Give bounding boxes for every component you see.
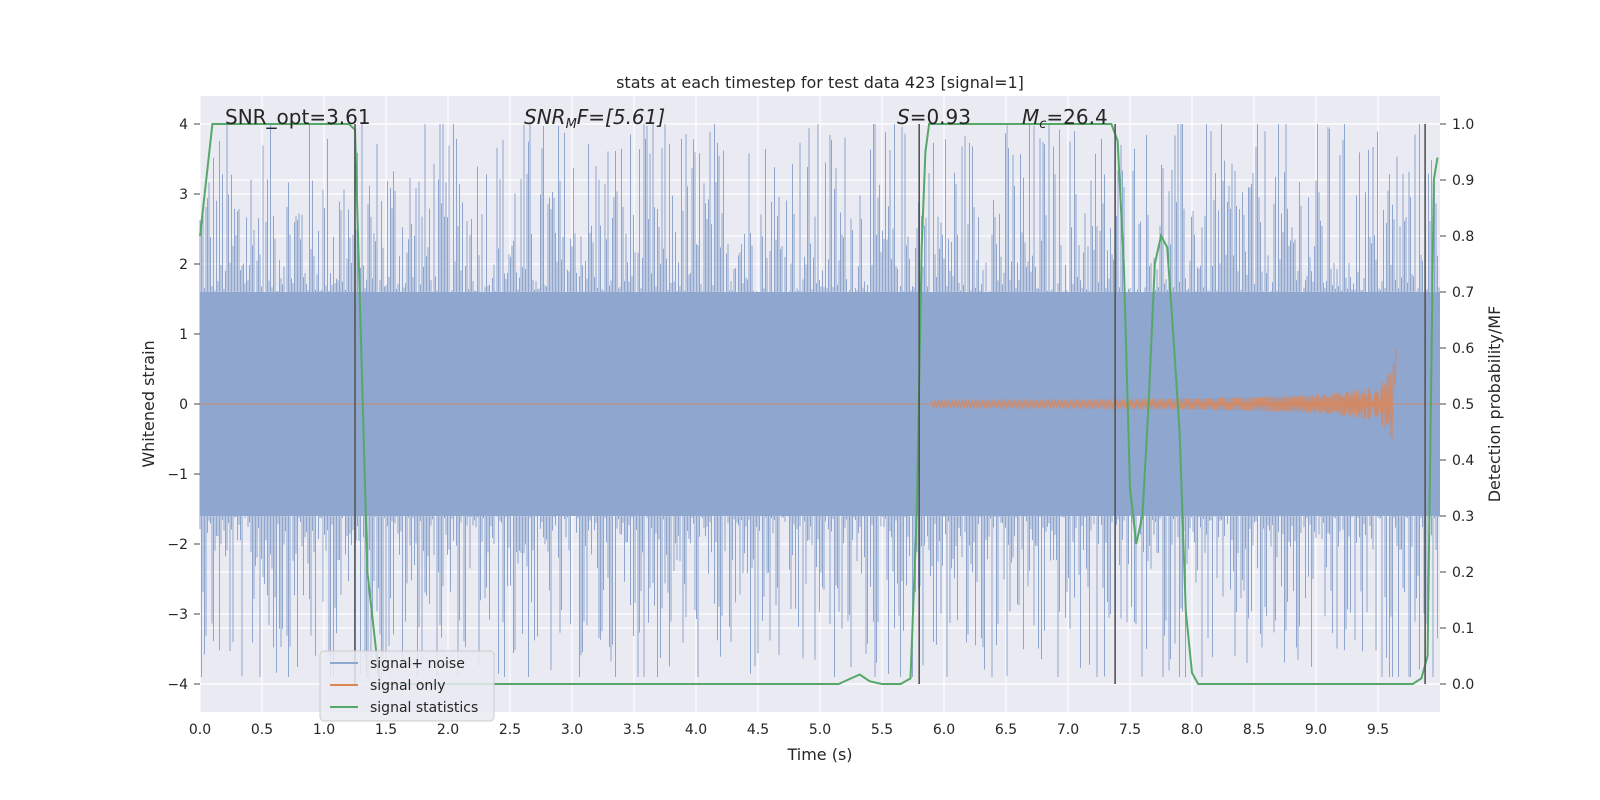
y-tick-label: −3 — [167, 607, 188, 623]
annotation-mc: Mc=26.4 — [1022, 105, 1108, 132]
y-axis-label: Whitened strain — [139, 340, 158, 467]
chart-title: stats at each timestep for test data 423… — [616, 73, 1024, 92]
y-tick-label: −2 — [167, 537, 188, 553]
y2-tick-label: 0.4 — [1452, 453, 1474, 469]
x-axis-label: Time (s) — [786, 745, 852, 764]
y2-tick-label: 0.9 — [1452, 173, 1474, 189]
annotation-snr-mf-rest: F=[5.61] — [577, 105, 665, 129]
x-tick-label: 1.0 — [313, 722, 335, 738]
annotation-snr-opt: SNR_opt=3.61 — [225, 105, 371, 129]
x-tick-label: 3.0 — [561, 722, 583, 738]
y-tick-label: 0 — [179, 397, 188, 413]
vertical-markers — [354, 124, 1426, 684]
y2-axis-label: Detection probability/MF — [1485, 306, 1504, 503]
x-tick-label: 2.5 — [499, 722, 521, 738]
annotation-snr-mf-base: SNR — [524, 105, 566, 129]
y-tick-label: 4 — [179, 117, 188, 133]
x-tick-label: 9.5 — [1367, 722, 1389, 738]
annotation-s-var: S — [897, 105, 910, 129]
x-tick-label: 4.0 — [685, 722, 707, 738]
x-tick-label: 4.5 — [747, 722, 769, 738]
annotation-snr-mf: SNRMF=[5.61] — [524, 105, 665, 132]
x-tick-label: 2.0 — [437, 722, 459, 738]
y2-tick-label: 0.3 — [1452, 509, 1474, 525]
y2-tick-labels: 1.0 0.9 0.8 0.7 0.6 0.5 0.4 0.3 0.2 0.1 0.0 — [1440, 117, 1474, 693]
annotation-s: S=0.93 — [897, 105, 971, 129]
legend-label-signal: signal only — [370, 678, 445, 694]
y-tick-label: −1 — [167, 467, 188, 483]
y2-tick-label: 0.2 — [1452, 565, 1474, 581]
x-tick-label: 9.0 — [1305, 722, 1327, 738]
signal-chirp — [931, 348, 1397, 442]
x-tick-label: 7.0 — [1057, 722, 1079, 738]
annotation-mc-var: M — [1022, 105, 1039, 129]
y2-tick-label: 0.7 — [1452, 285, 1474, 301]
annotation-mc-rest: =26.4 — [1046, 105, 1107, 129]
x-tick-label: 6.0 — [933, 722, 955, 738]
x-tick-labels: 0.0 0.5 1.0 1.5 2.0 2.5 3.0 3.5 4.0 4.5 5.0 5.5 6.0 6… — [189, 722, 1389, 738]
y-tick-label: 3 — [179, 187, 188, 203]
y2-tick-label: 0.6 — [1452, 341, 1474, 357]
y2-tick-label: 0.8 — [1452, 229, 1474, 245]
y-tick-label: 2 — [179, 257, 188, 273]
y2-tick-label: 1.0 — [1452, 117, 1474, 133]
x-tick-label: 8.5 — [1243, 722, 1265, 738]
legend-label-noise: signal+ noise — [370, 656, 465, 672]
x-tick-label: 0.5 — [251, 722, 273, 738]
legend-label-stats: signal statistics — [370, 700, 478, 716]
legend: signal+ noise signal only signal statist… — [319, 650, 495, 722]
x-tick-label: 0.0 — [189, 722, 211, 738]
y2-tick-label: 0.1 — [1452, 621, 1474, 637]
y2-tick-label: 0.5 — [1452, 397, 1474, 413]
y-tick-label: 1 — [179, 327, 188, 343]
legend-box — [319, 650, 495, 722]
x-tick-label: 1.5 — [375, 722, 397, 738]
y2-tick-label: 0.0 — [1452, 677, 1474, 693]
annotation-s-rest: =0.93 — [910, 105, 971, 129]
x-tick-label: 6.5 — [995, 722, 1017, 738]
signal-only-series — [200, 348, 1440, 442]
x-tick-label: 5.5 — [871, 722, 893, 738]
annotation-snr-mf-sub: M — [566, 117, 577, 132]
x-tick-label: 8.0 — [1181, 722, 1203, 738]
y-tick-label: −4 — [167, 677, 188, 693]
x-tick-label: 3.5 — [623, 722, 645, 738]
y-tick-labels: 4 3 2 1 0 −1 −2 −3 −4 — [167, 117, 200, 693]
x-tick-label: 5.0 — [809, 722, 831, 738]
x-tick-label: 7.5 — [1119, 722, 1141, 738]
annotation-mc-sub: c — [1039, 117, 1046, 132]
